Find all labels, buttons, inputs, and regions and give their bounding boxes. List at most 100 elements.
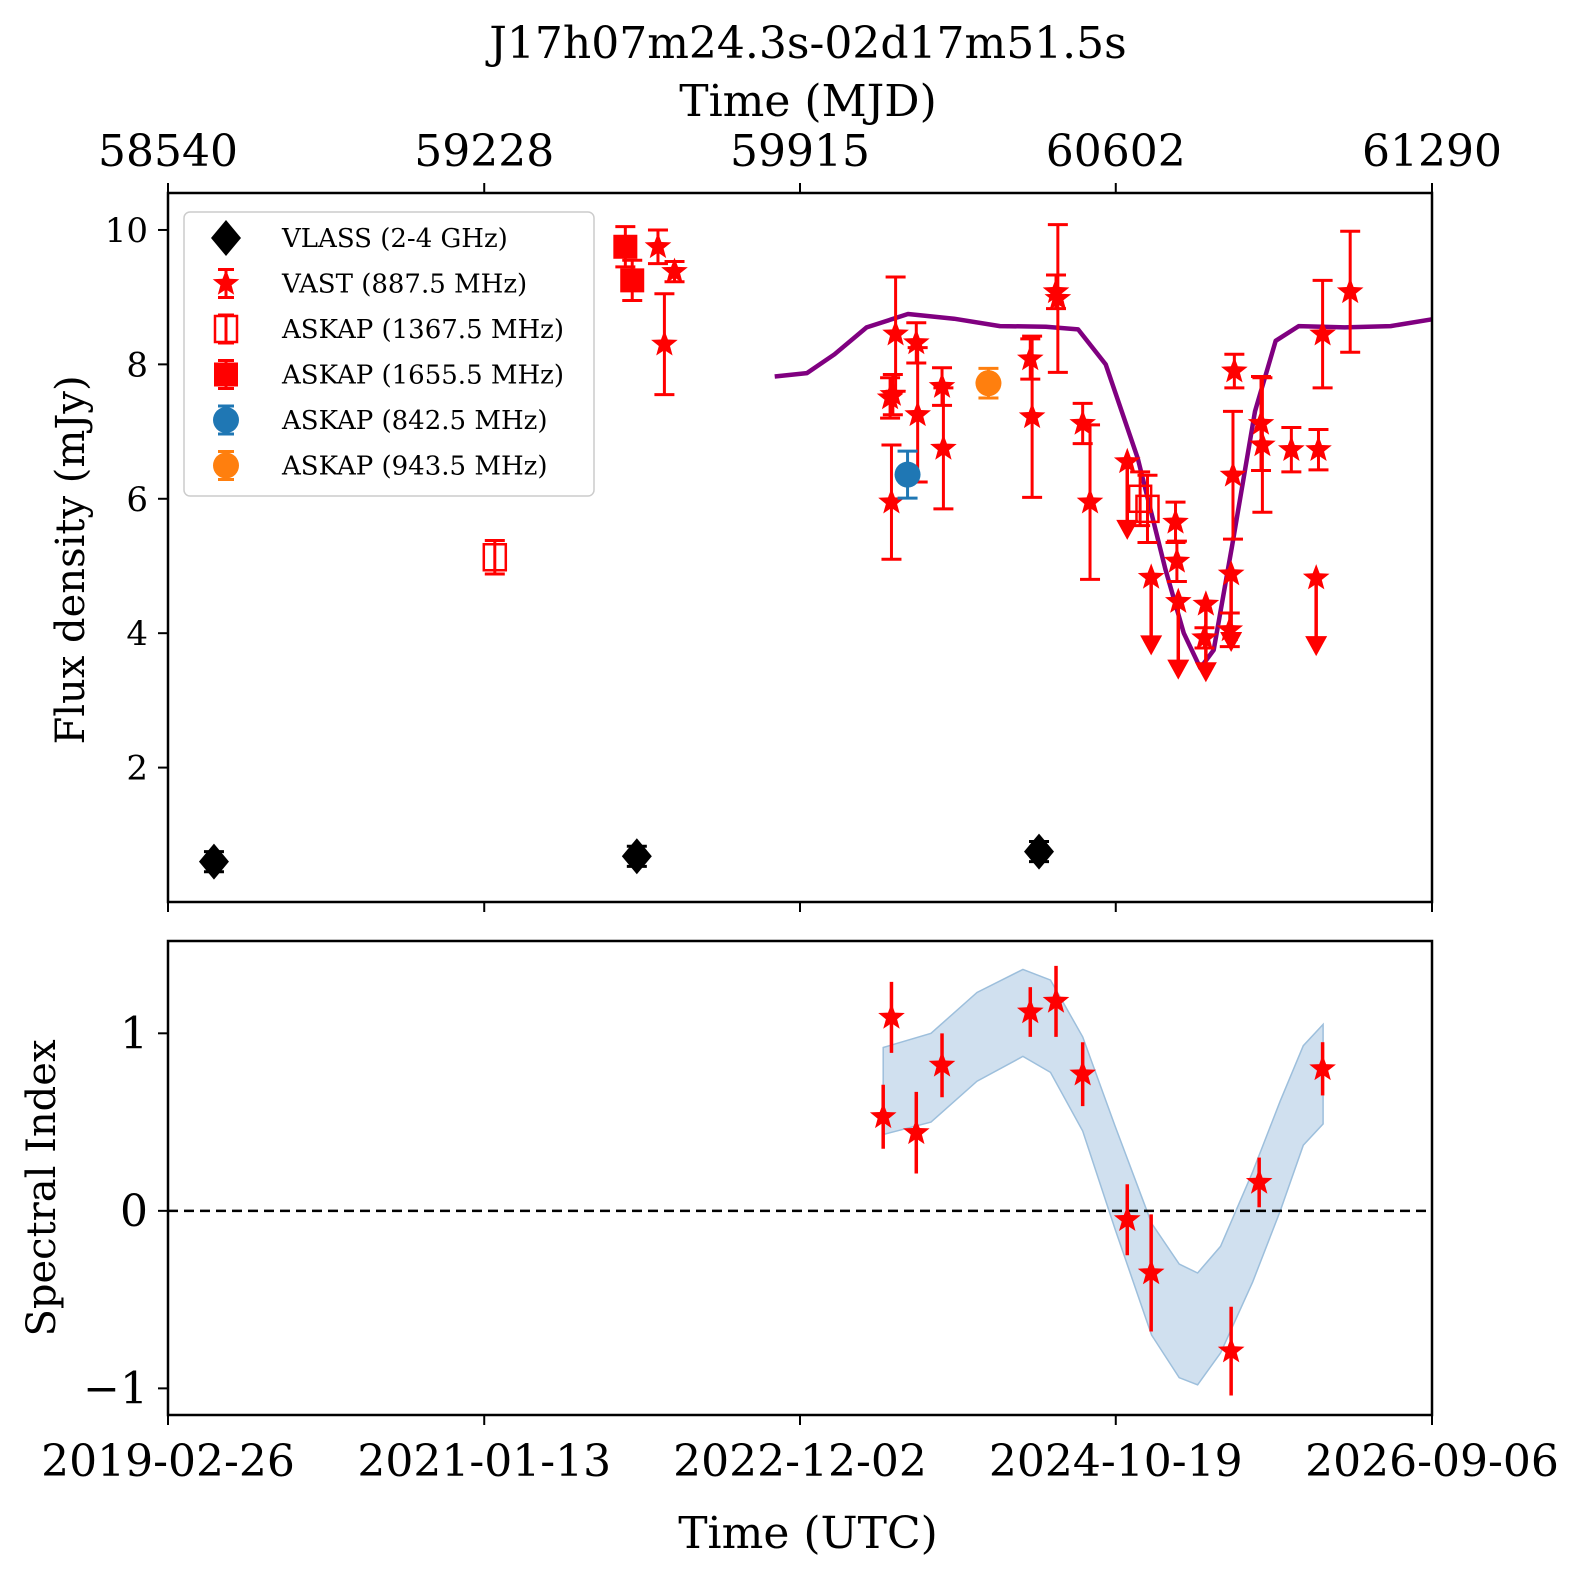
- flux-density-panel: 58540 59228 59915 60602 61290 2 4 6 8 10: [98, 126, 1502, 912]
- star-point: [1018, 402, 1046, 429]
- bottom-y-tick-label: −1: [83, 1363, 148, 1414]
- bottom-x-tick-label: 2026-09-06: [1305, 1436, 1559, 1487]
- top-x-tick-label: 58540: [98, 126, 238, 177]
- spectral-index-point: [1069, 1060, 1096, 1086]
- bottom-y-tick-label: 0: [120, 1186, 148, 1237]
- spectral-index-point: [928, 1051, 956, 1077]
- star-point: [1219, 461, 1247, 487]
- star-point: [651, 330, 678, 356]
- model-curve: [774, 311, 1433, 671]
- bottom-y-tick-label: 1: [120, 1008, 148, 1059]
- top-y-tick-label: 4: [126, 614, 148, 654]
- upper-limit-star: [1217, 560, 1245, 586]
- open-square-point: [1135, 494, 1160, 524]
- spectral-index-point: [1113, 1205, 1141, 1231]
- upper-limit-star: [1165, 587, 1192, 613]
- legend-label: ASKAP (1655.5 MHz): [281, 361, 564, 391]
- spectral-index-point: [1137, 1259, 1165, 1285]
- star-point: [878, 488, 905, 514]
- circle-point: [894, 461, 921, 488]
- upper-limit-arrow-head: [1220, 632, 1243, 653]
- star-point: [1221, 357, 1248, 383]
- top-y-tick-label: 6: [126, 480, 148, 520]
- star-point: [930, 434, 957, 460]
- upper-limit-arrow-head: [1140, 635, 1163, 656]
- legend-marker: [213, 407, 239, 433]
- open-square-point: [1127, 484, 1153, 514]
- star-point: [1309, 320, 1336, 346]
- legend-marker: [213, 452, 239, 479]
- star-point: [1336, 277, 1364, 304]
- open-square-point: [482, 542, 508, 572]
- star-point: [904, 400, 931, 427]
- top-y-tick-label: 8: [126, 345, 148, 385]
- top-x-tick-label: 60602: [1046, 126, 1186, 177]
- star-point: [1076, 488, 1104, 514]
- star-point: [1017, 345, 1044, 371]
- square-point: [613, 234, 638, 259]
- bottom-x-tick-label: 2022-12-02: [673, 1436, 927, 1487]
- top-x-tick-label: 61290: [1362, 126, 1502, 177]
- star-point: [1305, 435, 1332, 461]
- star-point: [1069, 409, 1096, 435]
- spectral-index-point: [878, 1003, 905, 1029]
- top-y-axis-label: Flux density (mJy): [48, 375, 94, 744]
- star-point: [882, 320, 909, 346]
- legend-marker: [211, 220, 241, 256]
- upper-limit-star: [1137, 563, 1165, 589]
- upper-limit-arrow-head: [1116, 519, 1139, 540]
- star-point: [1278, 435, 1305, 461]
- top-y-tick-label: 2: [126, 749, 148, 789]
- bottom-x-tick-label: 2024-10-19: [989, 1436, 1243, 1487]
- legend-marker: [213, 314, 239, 344]
- model-band: [882, 968, 1324, 1386]
- diamond-point: [1024, 833, 1055, 870]
- legend-marker: [212, 269, 240, 295]
- star-point: [903, 328, 930, 355]
- diamond-point: [621, 838, 652, 875]
- upper-limit-arrow-head: [1167, 659, 1190, 680]
- legend-marker: [214, 362, 238, 387]
- legend-label: VLASS (2-4 GHz): [281, 224, 508, 254]
- legend-label: ASKAP (943.5 MHz): [281, 452, 547, 482]
- star-point: [928, 372, 956, 398]
- legend-label: VAST (887.5 MHz): [281, 270, 527, 300]
- bottom-panel-frame: [166, 939, 1434, 1417]
- bottom-x-tick-label: 2019-02-26: [41, 1436, 295, 1487]
- top-x-tick-label: 59228: [414, 126, 554, 177]
- square-point: [620, 268, 645, 293]
- star-point: [1044, 284, 1072, 310]
- legend: VLASS (2-4 GHz) VAST (887.5 MHz) ASKAP (13…: [183, 211, 595, 497]
- top-axis-label: Time (MJD): [679, 76, 936, 127]
- legend-label: ASKAP (1367.5 MHz): [281, 315, 564, 345]
- circle-point: [975, 370, 1002, 397]
- bottom-x-tick-label: 2021-01-13: [357, 1436, 611, 1487]
- diamond-point: [198, 843, 229, 880]
- bottom-axis-label: Time (UTC): [678, 1508, 938, 1559]
- spectral-index-point: [903, 1118, 930, 1145]
- star-point: [1249, 431, 1276, 457]
- bottom-y-axis-label: Spectral Index: [19, 1039, 65, 1336]
- star-point: [879, 380, 907, 406]
- upper-limit-arrow-head: [1305, 636, 1328, 657]
- upper-limit-arrow-head: [1194, 662, 1217, 683]
- top-x-tick-label: 59915: [730, 126, 870, 177]
- spectral-index-point: [1042, 987, 1070, 1013]
- top-panel-frame: [166, 191, 1434, 904]
- spectral-index-point: [1245, 1168, 1273, 1194]
- chart-title: J17h07m24.3s-02d17m51.5s: [485, 18, 1127, 69]
- spectral-index-point: [1217, 1337, 1245, 1363]
- star-point: [1162, 508, 1189, 534]
- legend-box: [183, 211, 595, 497]
- star-point: [661, 257, 688, 283]
- spectral-index-panel: −1 0 1 2019-02-26 2021-01-13 2022-12-02 2024-1…: [41, 939, 1559, 1487]
- spectral-index-point: [869, 1102, 897, 1129]
- upper-limit-star: [1302, 564, 1330, 590]
- top-y-tick-label: 10: [105, 211, 148, 251]
- spectral-index-point: [1017, 998, 1044, 1024]
- star-point: [1163, 547, 1191, 573]
- upper-limit-star: [1192, 590, 1220, 616]
- spectral-index-point: [1309, 1054, 1336, 1081]
- upper-limit-star: [1113, 447, 1141, 474]
